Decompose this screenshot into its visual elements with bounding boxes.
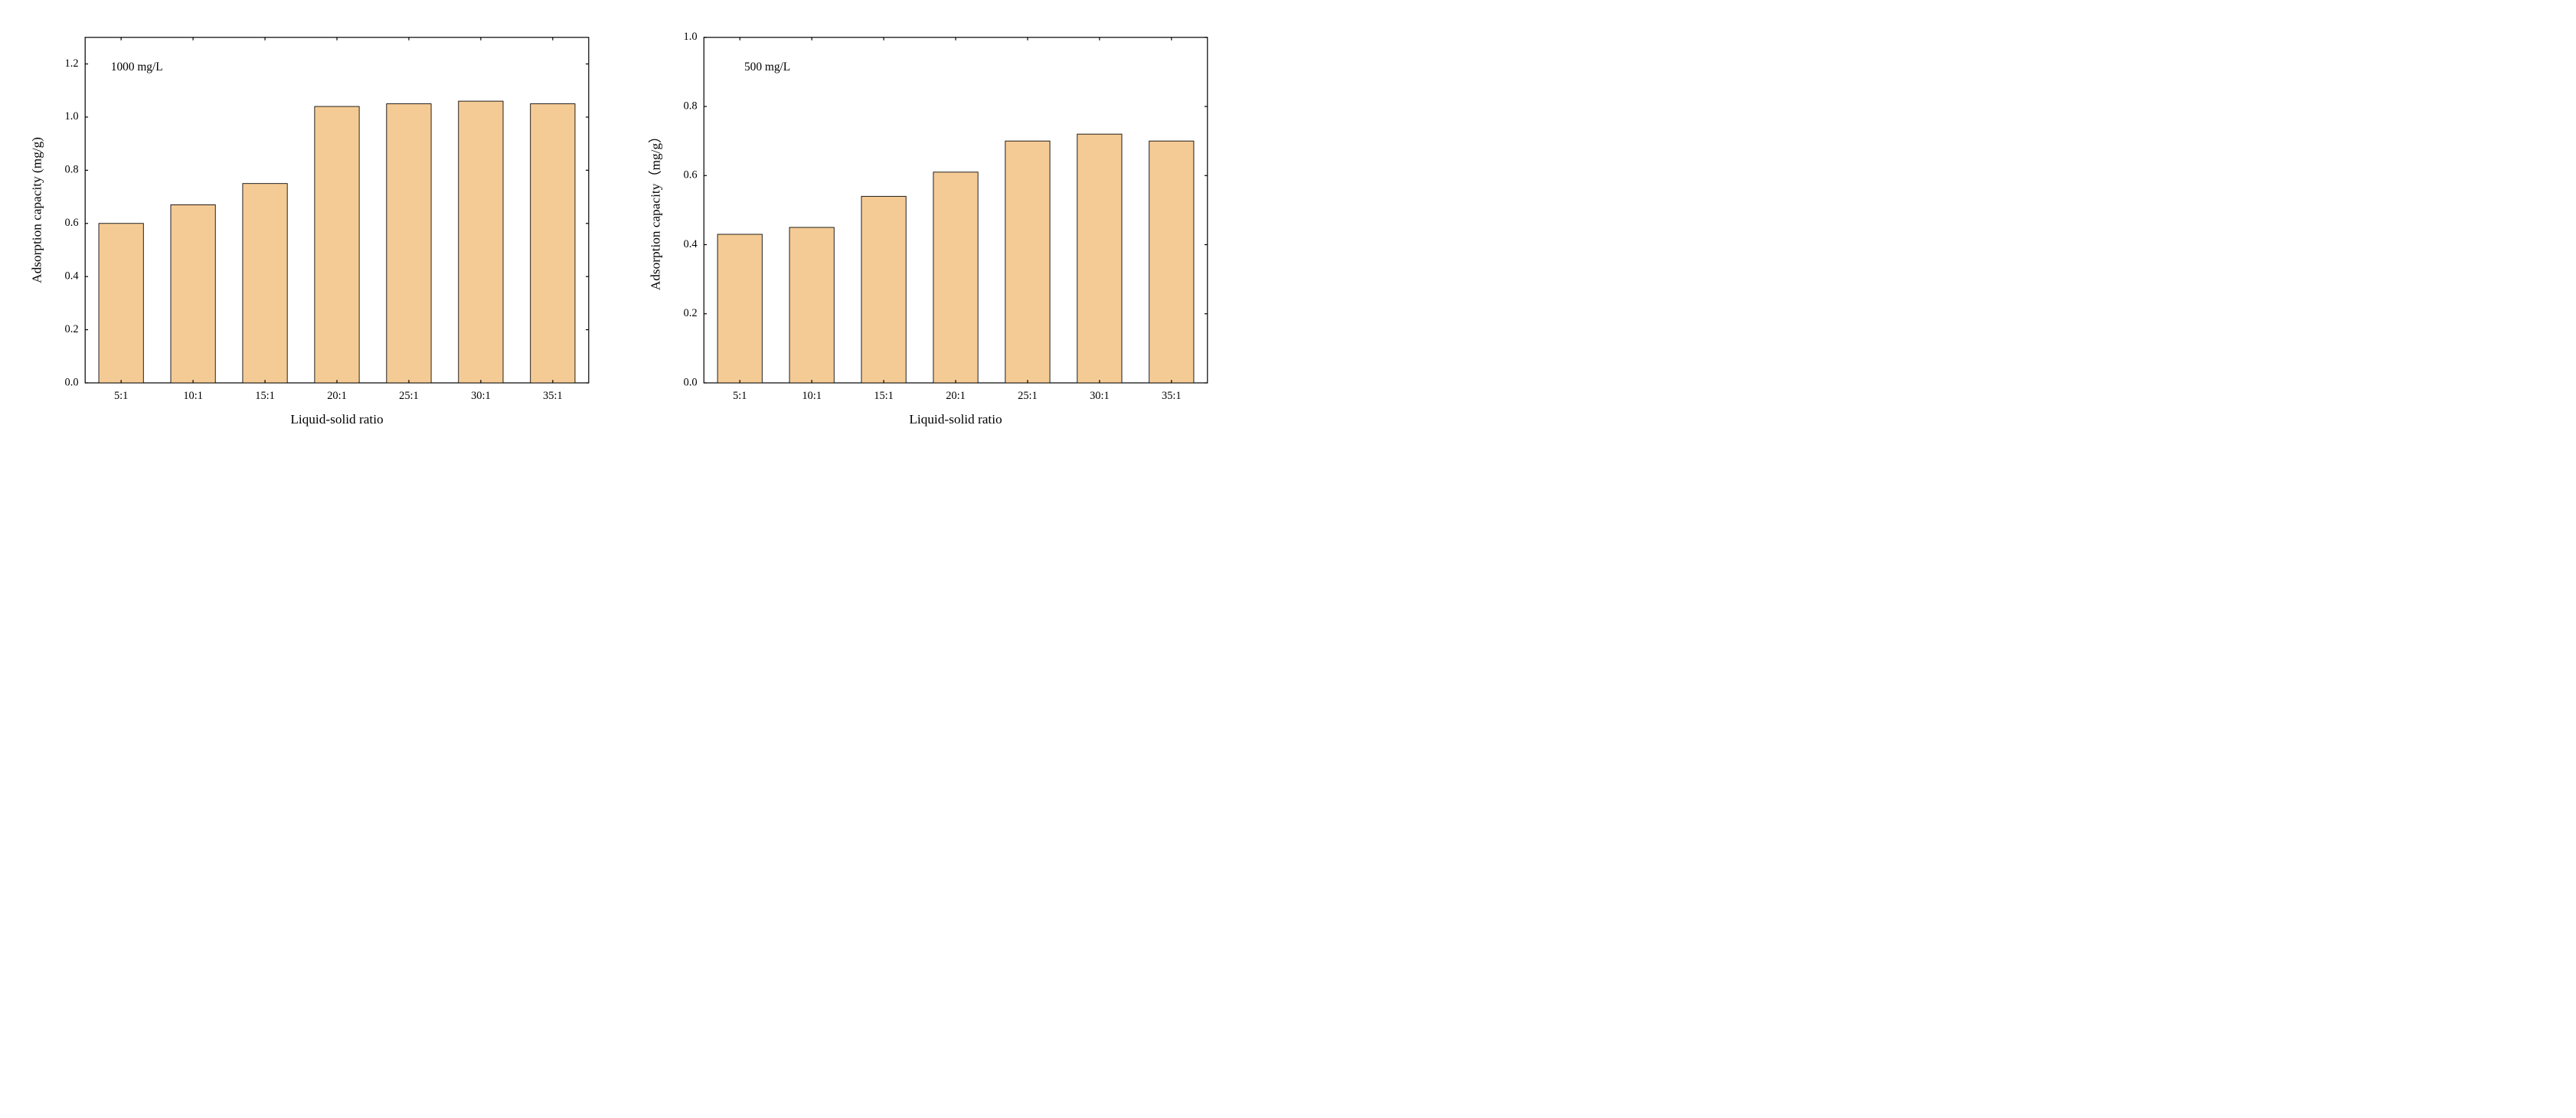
bar [387, 104, 431, 383]
x-tick-label: 25:1 [1018, 390, 1038, 402]
x-tick-label: 30:1 [471, 390, 491, 402]
x-tick-label: 15:1 [255, 390, 275, 402]
x-tick-label: 35:1 [1162, 390, 1182, 402]
y-tick-label: 0.6 [65, 217, 79, 229]
x-axis-label: Liquid-solid ratio [909, 412, 1002, 427]
x-tick-label: 10:1 [802, 390, 822, 402]
chart-panel: 0.0 0.2 0.4 0.6 0.8 1.0 5:1 10:1 15:1 20:1 25:1 30:… [634, 15, 1222, 456]
bar [171, 204, 215, 383]
y-tick-label: 0.2 [684, 307, 698, 319]
x-tick-label: 10:1 [183, 390, 203, 402]
y-tick-label: 0.2 [65, 323, 79, 335]
bar [861, 196, 906, 383]
bar [933, 172, 978, 383]
x-tick-label: 20:1 [946, 390, 966, 402]
bar [1005, 141, 1050, 383]
y-tick-label: 1.2 [65, 57, 79, 70]
y-tick-label: 0.6 [684, 169, 698, 181]
panel-annotation: 500 mg/L [744, 60, 790, 74]
bar [243, 184, 287, 383]
y-tick-label: 0.0 [684, 376, 698, 388]
bar [459, 101, 503, 383]
y-tick-label: 0.8 [65, 164, 79, 176]
bar [99, 224, 143, 383]
bar [1149, 141, 1194, 383]
y-tick-label: 0.4 [684, 238, 698, 250]
y-axis-label: Adsorption capacity（mg/g） [649, 130, 663, 291]
x-tick-label: 30:1 [1090, 390, 1110, 402]
x-tick-label: 25:1 [399, 390, 419, 402]
x-tick-label: 35:1 [543, 390, 563, 402]
y-tick-label: 1.0 [65, 110, 79, 123]
y-tick-label: 0.8 [684, 100, 698, 112]
x-tick-label: 15:1 [874, 390, 894, 402]
y-tick-label: 0.4 [65, 270, 79, 282]
x-tick-label: 20:1 [327, 390, 347, 402]
panel-annotation: 1000 mg/L [111, 60, 163, 74]
bar [789, 227, 834, 383]
x-axis-label: Liquid-solid ratio [290, 412, 383, 427]
figure-row: 0.0 0.2 0.4 0.6 0.8 1.0 1.2 5:1 10:1 15:1 20:1 25:1… [15, 15, 2561, 456]
bar [315, 106, 359, 383]
bar [531, 104, 575, 383]
x-tick-label: 5:1 [114, 390, 128, 402]
y-tick-label: 1.0 [684, 31, 698, 43]
x-tick-label: 5:1 [733, 390, 747, 402]
bar [718, 234, 762, 383]
y-axis-label: Adsorption capacity (mg/g) [30, 137, 44, 283]
chart-panel: 0.0 0.2 0.4 0.6 0.8 1.0 1.2 5:1 10:1 15:1 20:1 25:1… [15, 15, 603, 456]
y-tick-label: 0.0 [65, 376, 79, 388]
bar [1077, 134, 1122, 383]
